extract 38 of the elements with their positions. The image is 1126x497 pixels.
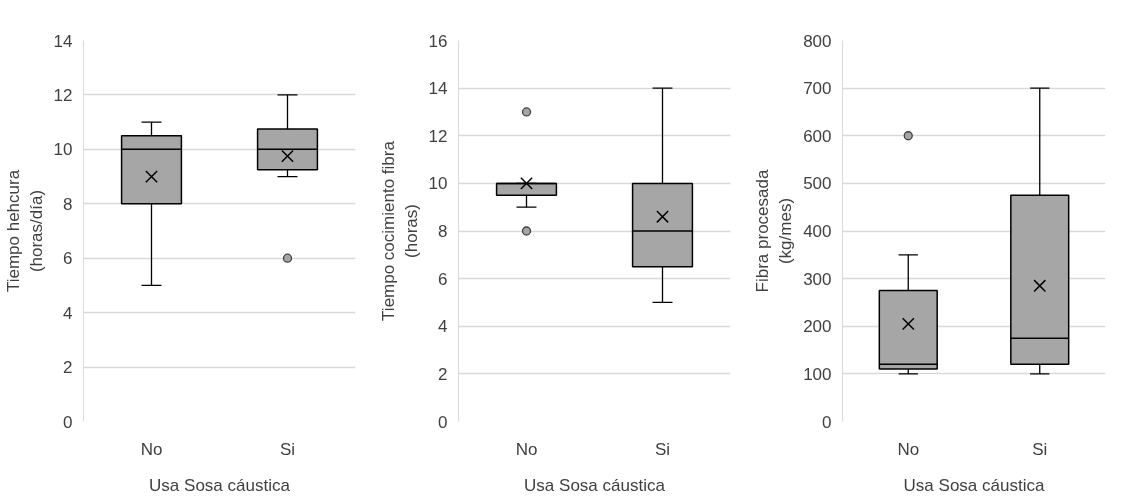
x-tick-label: No	[515, 439, 538, 459]
y-tick-label: 200	[803, 317, 832, 337]
x-axis-title: Usa Sosa cáustica	[903, 475, 1045, 495]
y-tick-label: 10	[53, 140, 73, 160]
x-tick-label: No	[897, 439, 920, 459]
y-tick-label: 0	[822, 412, 832, 432]
y-tick-label: 0	[63, 412, 73, 432]
y-tick-label: 10	[428, 174, 448, 194]
y-tick-label: 8	[438, 222, 448, 241]
y-tick-label: 400	[803, 222, 832, 241]
x-tick-label: Si	[1032, 439, 1048, 459]
y-axis-title: Tiempo hehcura (horas/día)	[3, 169, 46, 293]
y-axis-title: Tiempo cocimiento fibra (horas)	[378, 140, 421, 321]
y-tick-label: 16	[428, 31, 448, 51]
y-tick-label: 4	[63, 303, 73, 323]
y-tick-label: 800	[803, 31, 832, 51]
x-tick-label: No	[140, 439, 163, 459]
y-tick-label: 300	[803, 269, 832, 289]
x-axis-title: Usa Sosa cáustica	[149, 475, 291, 495]
y-tick-label: 700	[803, 79, 832, 99]
y-tick-label: 12	[53, 85, 73, 105]
y-tick-label: 6	[63, 249, 73, 269]
y-tick-label: 14	[428, 79, 448, 99]
x-axis-title: Usa Sosa cáustica	[524, 475, 666, 495]
y-tick-label: 100	[803, 364, 832, 384]
y-tick-label: 6	[438, 269, 448, 289]
y-tick-label: 8	[63, 194, 73, 214]
y-tick-label: 2	[63, 358, 73, 378]
y-tick-label: 600	[803, 126, 832, 146]
y-axis-title: Fibra procesada (kg/mes)	[753, 169, 796, 293]
y-tick-label: 0	[438, 412, 448, 432]
y-tick-label: 14	[53, 31, 73, 51]
y-tick-label: 500	[803, 174, 832, 194]
x-tick-label: Si	[654, 439, 671, 459]
x-tick-label: Si	[279, 439, 296, 459]
y-tick-label: 4	[438, 317, 448, 337]
y-tick-label: 12	[428, 126, 448, 146]
y-tick-label: 2	[438, 364, 448, 384]
